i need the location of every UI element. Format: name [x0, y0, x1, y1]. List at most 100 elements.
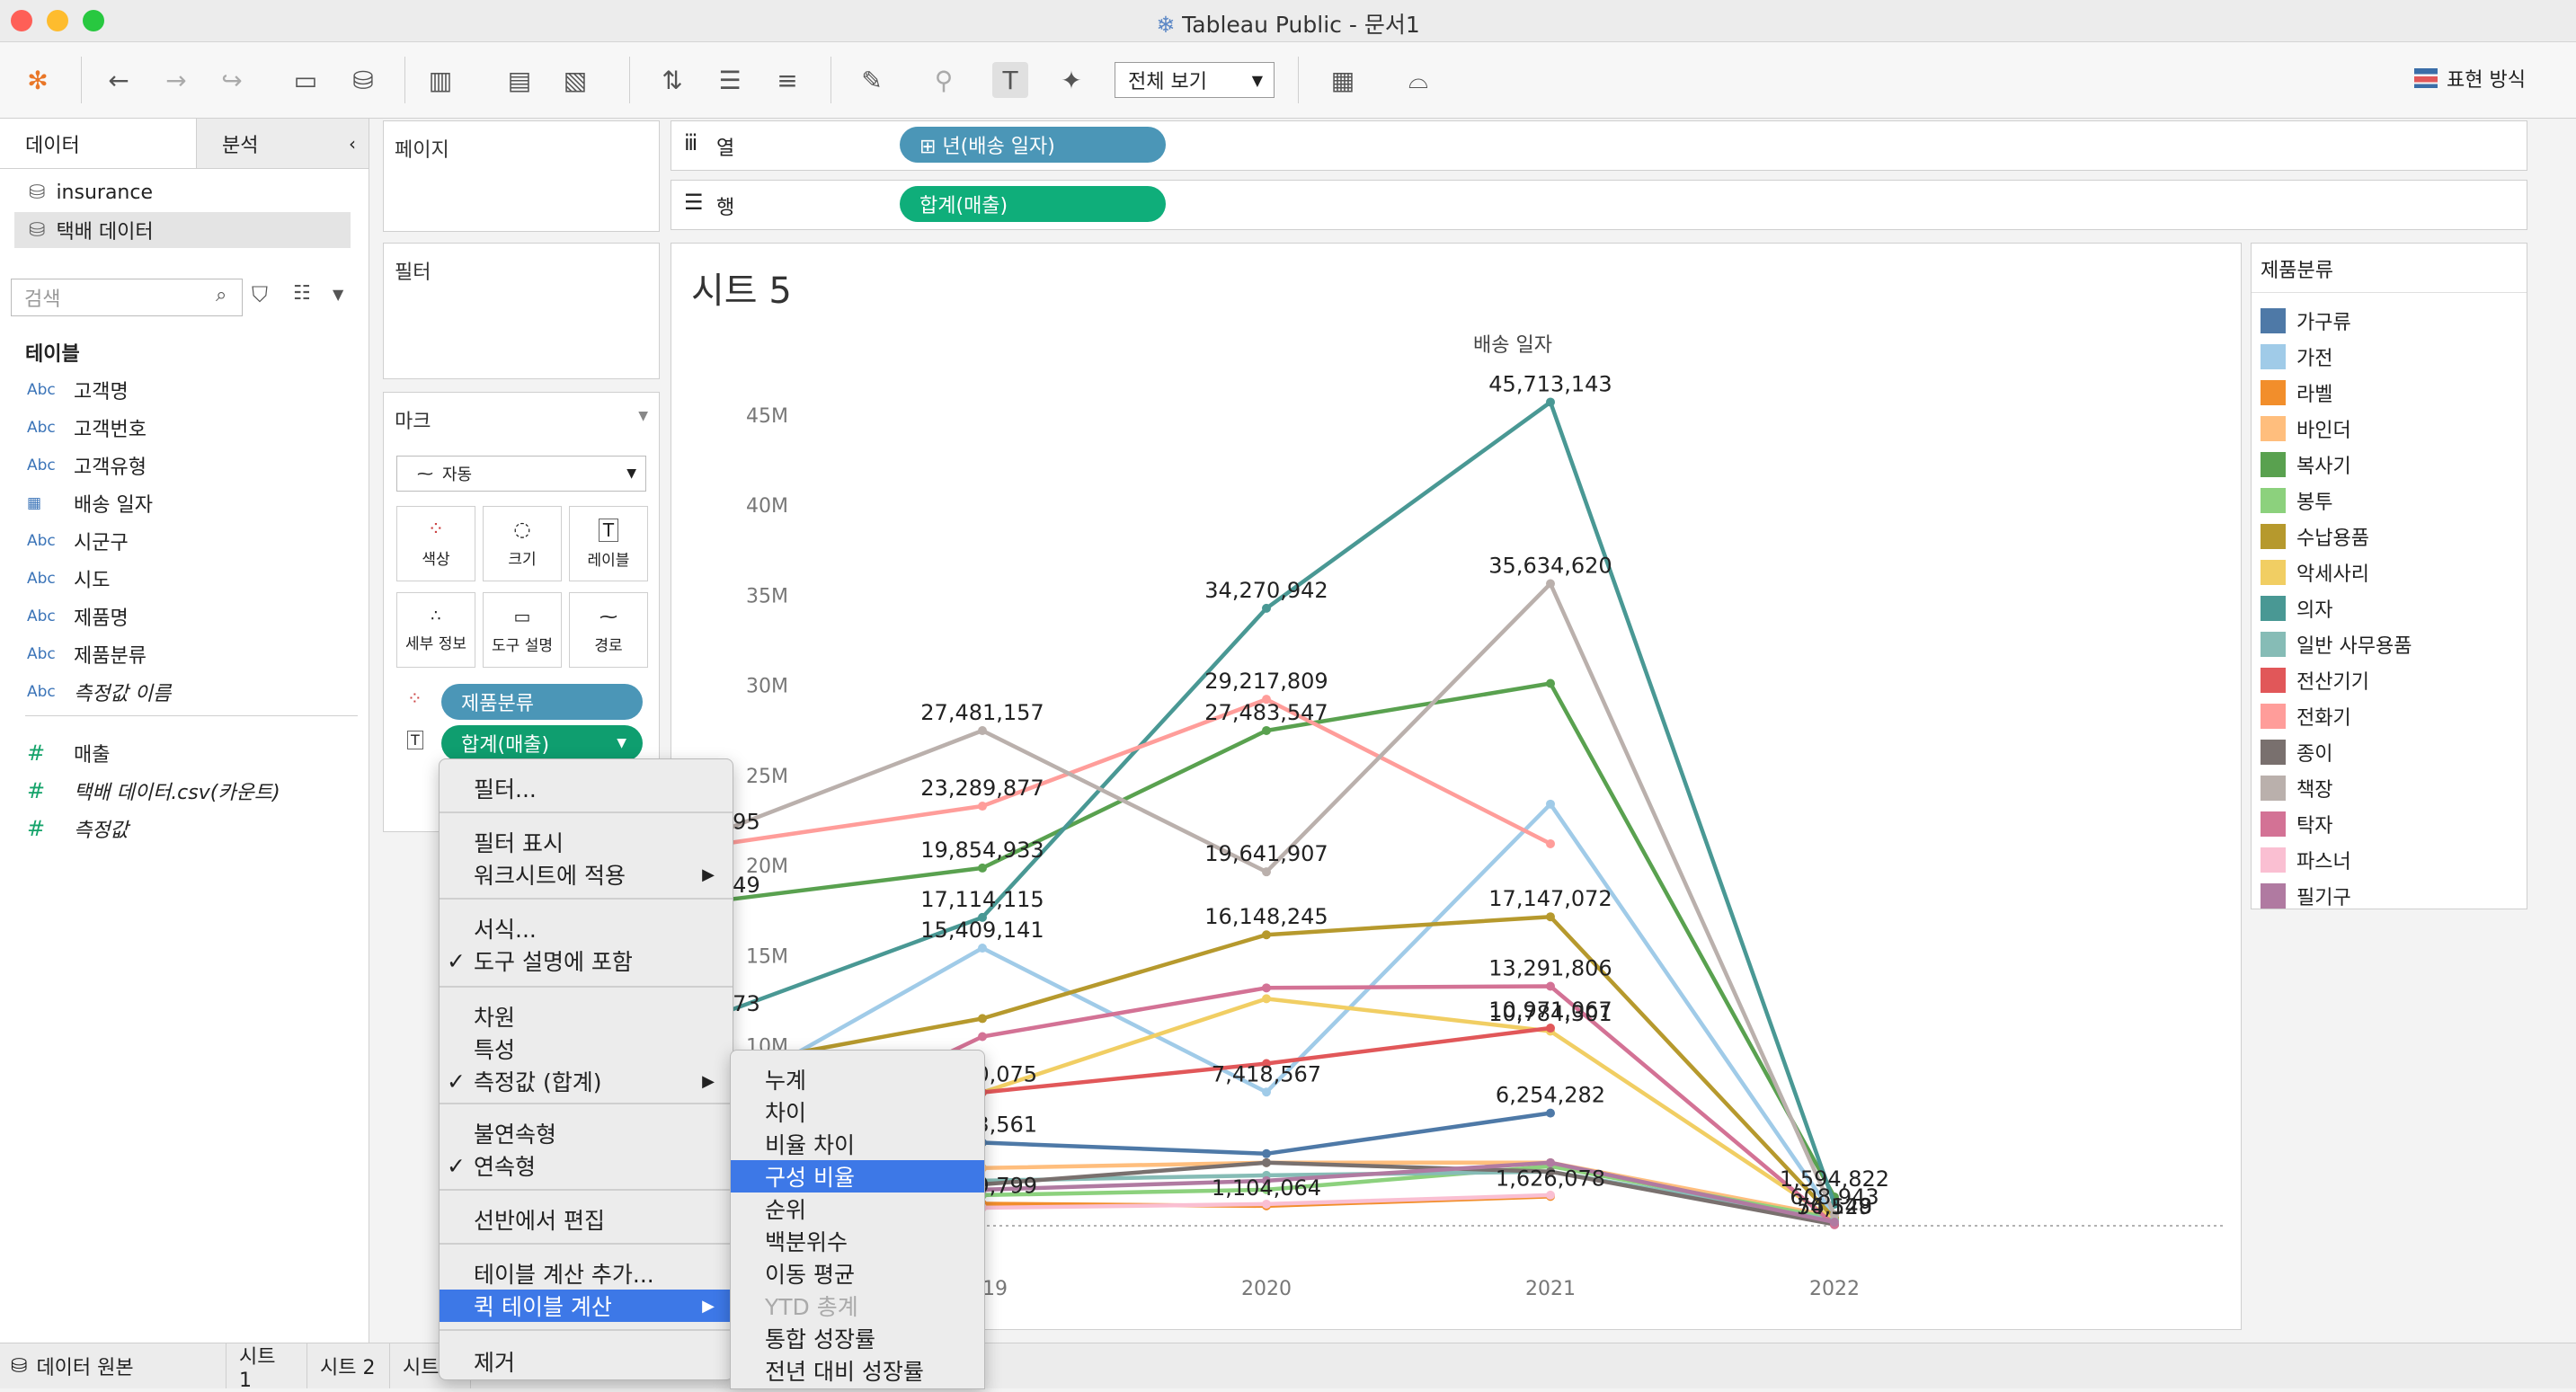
context-menu-item[interactable]: 워크시트에 적용 ▶ [440, 858, 733, 891]
legend-item[interactable]: 전산기기 [2261, 664, 2369, 696]
color-mark-button[interactable]: ⁘ 색상 [396, 506, 475, 581]
legend-item[interactable]: 가구류 [2261, 305, 2351, 337]
color-field-pill[interactable]: 제품분류 [441, 684, 643, 720]
close-window-button[interactable] [11, 10, 32, 31]
submenu-item[interactable]: 차이 [731, 1095, 984, 1128]
filters-shelf[interactable]: 필터 [383, 243, 660, 379]
sort-ascending-icon[interactable]: ☰ [718, 65, 742, 95]
legend-item[interactable]: 악세사리 [2261, 556, 2369, 589]
chevron-down-icon[interactable]: ▼ [333, 286, 344, 303]
highlight-icon[interactable]: ✎ [861, 65, 883, 95]
context-menu-item[interactable]: 서식... [440, 912, 733, 944]
datasource-delivery[interactable]: ⛁ 택배 데이터 [14, 212, 351, 248]
size-mark-button[interactable]: ◌ 크기 [483, 506, 562, 581]
tab-sheet-2[interactable]: 시트 2 [307, 1343, 390, 1388]
context-menu-item[interactable]: 불연속형 [440, 1117, 733, 1149]
submenu-item[interactable]: YTD 총계 [731, 1290, 984, 1322]
label-mark-button[interactable]: T 레이블 [569, 506, 648, 581]
legend-item[interactable]: 바인더 [2261, 412, 2351, 445]
context-menu-item[interactable]: 차원 [440, 1000, 733, 1033]
context-menu-item[interactable]: ✓ 도구 설명에 포함 [440, 944, 733, 977]
save-icon[interactable]: ▭ [293, 65, 318, 95]
duplicate-sheet-icon[interactable]: ▤ [507, 65, 532, 95]
pin-icon[interactable]: ✦ [1061, 65, 1082, 95]
chevron-down-icon[interactable]: ▼ [638, 409, 648, 423]
legend-item[interactable]: 라벨 [2261, 377, 2332, 409]
field-dimension[interactable]: Abc 시도 [27, 561, 110, 597]
view-mode-select[interactable]: 전체 보기 ▼ [1115, 62, 1275, 98]
mark-type-select[interactable]: ⁓ 자동 ▼ [396, 456, 646, 492]
field-dimension[interactable]: Abc 시군구 [27, 523, 129, 559]
legend-item[interactable]: 책장 [2261, 772, 2332, 804]
tab-sheet-1[interactable]: 시트 1 [227, 1343, 307, 1392]
new-datasource-icon[interactable]: ⛁ [352, 65, 374, 95]
pages-shelf[interactable]: 페이지 [383, 120, 660, 232]
rows-shelf[interactable]: ☰ 행 합계(매출) [671, 180, 2527, 230]
context-menu-item[interactable]: 선반에서 편집 [440, 1203, 733, 1236]
tab-sheet-3[interactable]: 시트 [390, 1343, 471, 1388]
field-measure[interactable]: # 매출 [27, 735, 110, 771]
legend-item[interactable]: 전화기 [2261, 700, 2351, 732]
legend-item[interactable]: 복사기 [2261, 448, 2351, 481]
minimize-window-button[interactable] [47, 10, 68, 31]
context-menu-item[interactable]: 제거 [440, 1345, 733, 1378]
swap-rows-columns-icon[interactable]: ⇅ [662, 65, 683, 95]
legend-item[interactable]: 의자 [2261, 592, 2332, 625]
context-menu-item[interactable]: 필터... [440, 772, 733, 804]
tableau-home-icon[interactable]: ✻ [27, 65, 49, 95]
context-menu-item[interactable]: ✓ 측정값 (합계) ▶ [440, 1065, 733, 1097]
view-list-icon[interactable]: ☷ [293, 282, 311, 305]
group-icon[interactable]: ⚲ [934, 65, 954, 95]
context-menu-item[interactable]: ✓ 연속형 [440, 1149, 733, 1182]
legend-item[interactable]: 봉투 [2261, 484, 2332, 517]
show-me-button[interactable]: 표현 방식 [2414, 64, 2526, 93]
legend-item[interactable]: 종이 [2261, 736, 2332, 768]
context-menu-item[interactable]: 테이블 계산 추가... [440, 1257, 733, 1290]
tooltip-mark-button[interactable]: ▭ 도구 설명 [483, 592, 562, 668]
submenu-item[interactable]: 이동 평균 [731, 1257, 984, 1290]
clear-sheet-icon[interactable]: ▧ [563, 65, 588, 95]
legend-item[interactable]: 수납용품 [2261, 520, 2369, 553]
collapse-pane-icon[interactable]: ‹ [349, 132, 356, 155]
search-input[interactable]: 검색 [11, 279, 243, 316]
field-dimension[interactable]: ▦ 배송 일자 [27, 485, 153, 521]
field-dimension[interactable]: Abc 제품분류 [27, 636, 147, 672]
submenu-item[interactable]: 순위 [731, 1193, 984, 1225]
field-dimension[interactable]: Abc 고객번호 [27, 410, 147, 446]
field-dimension[interactable]: Abc 고객명 [27, 372, 129, 408]
redo-icon[interactable]: ↪ [221, 65, 243, 95]
legend-item[interactable]: 가전 [2261, 341, 2332, 373]
context-menu-item[interactable]: 필터 표시 [440, 826, 733, 858]
field-dimension[interactable]: Abc 측정값 이름 [27, 674, 171, 710]
submenu-item[interactable]: 통합 성장률 [731, 1322, 984, 1354]
field-dimension[interactable]: Abc 제품명 [27, 598, 129, 634]
detail-mark-button[interactable]: ∴ 세부 정보 [396, 592, 475, 668]
show-labels-icon[interactable]: T [992, 62, 1028, 98]
legend-item[interactable]: 파스너 [2261, 844, 2351, 876]
legend-item[interactable]: 일반 사무용품 [2261, 628, 2412, 661]
submenu-item[interactable]: 전년 대비 성장률 [731, 1354, 984, 1387]
datasource-insurance[interactable]: ⛁ insurance [14, 174, 351, 210]
submenu-item[interactable]: 백분위수 [731, 1225, 984, 1257]
tab-data[interactable]: 데이터 [0, 119, 196, 169]
forward-arrow-icon[interactable]: → [165, 65, 187, 95]
new-worksheet-icon[interactable]: ▥ [428, 65, 453, 95]
field-measure[interactable]: # 택배 데이터.csv(카운트) [27, 773, 280, 809]
path-mark-button[interactable]: ⁓ 경로 [569, 592, 648, 668]
submenu-item[interactable]: 누계 [731, 1063, 984, 1095]
tab-analysis[interactable]: 분석 ‹ [196, 119, 369, 169]
context-menu-item[interactable]: 퀵 테이블 계산 ▶ [440, 1290, 733, 1322]
sort-descending-icon[interactable]: ≡ [777, 65, 798, 95]
context-menu-item[interactable]: 특성 [440, 1033, 733, 1065]
columns-pill[interactable]: ⊞ 년(배송 일자) [900, 127, 1166, 163]
presentation-icon[interactable]: ⌓ [1408, 65, 1429, 94]
label-field-pill[interactable]: 합계(매출) ▼ [441, 725, 643, 761]
back-arrow-icon[interactable]: ← [108, 65, 129, 95]
tab-data-source[interactable]: ⛁ 데이터 원본 [0, 1343, 227, 1388]
submenu-item[interactable]: 구성 비율 [731, 1160, 984, 1193]
legend-item[interactable]: 탁자 [2261, 808, 2332, 840]
filter-icon[interactable]: ⛉ [252, 282, 268, 307]
submenu-item[interactable]: 비율 차이 [731, 1128, 984, 1160]
columns-shelf[interactable]: ⅲ 열 ⊞ 년(배송 일자) [671, 120, 2527, 171]
field-dimension[interactable]: Abc 고객유형 [27, 448, 147, 483]
